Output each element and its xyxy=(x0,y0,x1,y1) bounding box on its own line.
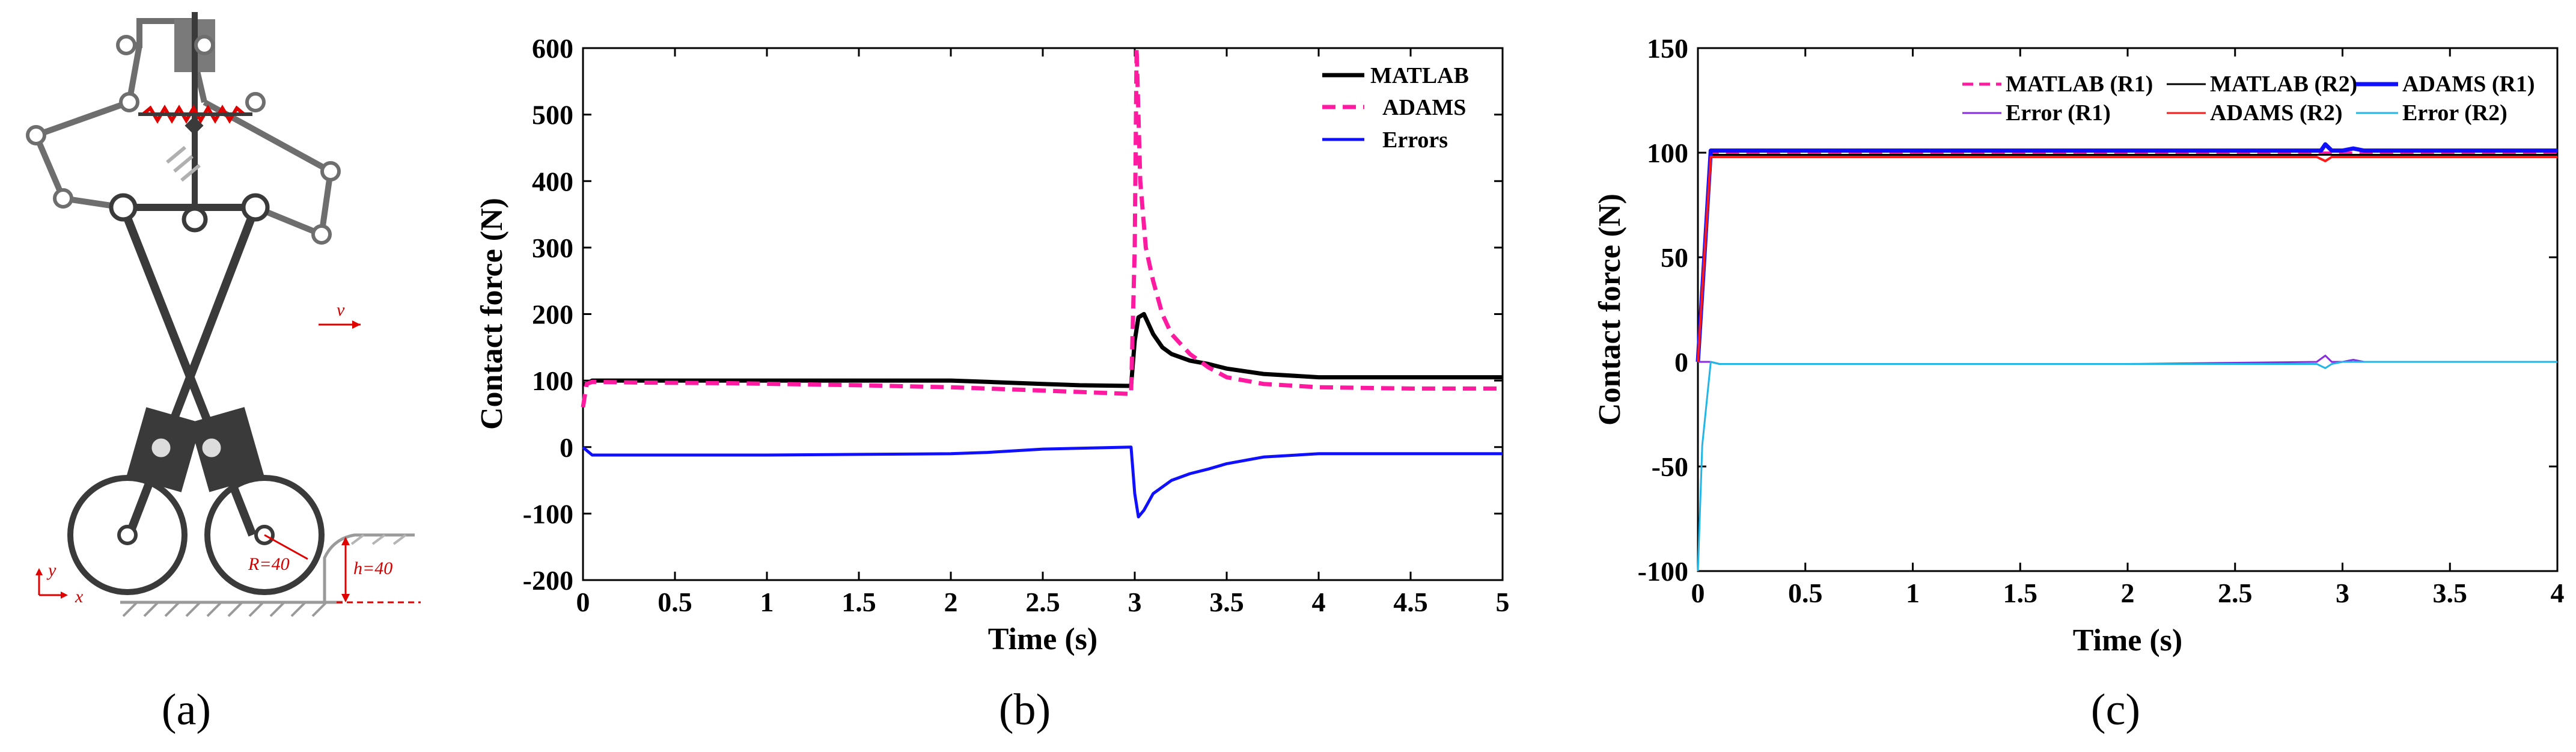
wheel-left-hub xyxy=(117,525,138,545)
panel-label-a: (a) xyxy=(162,685,211,735)
x-axis-title-c: Time (s) xyxy=(2073,623,2182,658)
x-tick-label: 1 xyxy=(1906,578,1920,608)
x-tick-label: 2.5 xyxy=(1025,587,1060,617)
x-tick-label: 3.5 xyxy=(1209,587,1244,617)
series-line-matlab-r1 xyxy=(1697,151,2557,362)
x-tick-label: 1 xyxy=(760,587,774,617)
series-line-adams-r1 xyxy=(1695,142,2557,362)
y-tick-label: 400 xyxy=(532,166,573,197)
x-tick-label: 1.5 xyxy=(2003,578,2038,608)
x-tick-label: 3 xyxy=(1128,587,1142,617)
y-tick-label: 300 xyxy=(532,233,573,263)
mechanism-diagram: v R=40 h=40 y x (a) xyxy=(26,12,421,735)
guide-hatch xyxy=(166,145,201,182)
x-tick-label: 4 xyxy=(2551,578,2565,608)
height-label: h=40 xyxy=(353,558,392,578)
series-line-matlab-r2 xyxy=(1697,154,2557,362)
y-axis-title-b: Contact force (N) xyxy=(475,198,509,430)
y-tick-label: 50 xyxy=(1661,242,1688,273)
wheel-left xyxy=(67,475,188,595)
x-tick-label: 2 xyxy=(944,587,958,617)
x-tick-label: 4.5 xyxy=(1393,587,1428,617)
contact-force-chart-b: 0 0.5 1 1.5 2 2.5 3 3.5 4 4.5 5 -200 -100 0 100 200 300 4… xyxy=(475,33,1510,735)
x-tick-label: 0.5 xyxy=(1788,578,1823,608)
legend-label-error-r1: Error (R1) xyxy=(2006,100,2111,126)
panel-label-c: (c) xyxy=(2091,685,2140,735)
x-tick-label: 4 xyxy=(1312,587,1326,617)
x-tick-label: 5 xyxy=(1496,587,1510,617)
legend-label-errors: Errors xyxy=(1382,127,1448,153)
y-tick-label: 500 xyxy=(532,100,573,130)
series-lines-b xyxy=(581,46,1503,519)
x-tick-label: 3 xyxy=(2336,578,2349,608)
plot-frame-b xyxy=(582,47,1504,581)
legend-label-matlab: MATLAB xyxy=(1370,63,1469,88)
slider-right-pin xyxy=(199,435,224,460)
step-obstacle xyxy=(323,533,415,602)
series-line-adams xyxy=(581,46,1503,408)
hip-joints xyxy=(109,193,270,233)
axis-x-arrowhead xyxy=(61,592,68,599)
spring-icon xyxy=(142,105,245,124)
x-tick-label: 2.5 xyxy=(2218,578,2253,608)
x-tick-label: 2 xyxy=(2121,578,2135,608)
legend-label-adams-r2: ADAMS (R2) xyxy=(2210,100,2343,126)
y-tick-label: -200 xyxy=(523,565,573,596)
x-tick-label: 1.5 xyxy=(841,587,876,617)
legend-label-matlab-r2: MATLAB (R2) xyxy=(2210,72,2357,97)
legend-label-adams-r1: ADAMS (R1) xyxy=(2402,72,2535,97)
y-tick-label: -100 xyxy=(1638,556,1688,587)
y-tick-label: 100 xyxy=(532,365,573,396)
x-tick-label: 3.5 xyxy=(2433,578,2468,608)
y-tick-label: -100 xyxy=(523,498,573,529)
joints xyxy=(26,35,341,245)
velocity-label: v xyxy=(337,300,345,320)
y-tick-label: 600 xyxy=(532,33,573,64)
slider-left-pin xyxy=(148,435,174,460)
y-tick-label: 100 xyxy=(1647,138,1688,168)
center-joint xyxy=(185,116,204,135)
axis-x-label: x xyxy=(75,587,84,607)
plot-frame-c xyxy=(1697,47,2559,572)
velocity-arrowhead xyxy=(352,320,361,329)
legend-c: MATLAB (R1) MATLAB (R2) ADAMS (R1) Error… xyxy=(1962,72,2535,126)
legend-b: MATLAB ADAMS Errors xyxy=(1322,63,1469,153)
height-arrowhead-bottom xyxy=(341,594,350,602)
step-hatch xyxy=(350,534,407,545)
series-line-error-r2 xyxy=(1697,361,2557,572)
series-lines-c xyxy=(1695,142,2557,572)
axis-ticks-b: 0 0.5 1 1.5 2 2.5 3 3.5 4 4.5 5 -200 -100 0 100 200 300 4… xyxy=(523,33,1510,617)
radius-line xyxy=(264,534,308,560)
x-tick-label: 0.5 xyxy=(658,587,692,617)
slider-right xyxy=(189,407,264,492)
y-tick-label: 0 xyxy=(560,432,573,463)
series-line-adams-r2 xyxy=(1697,156,2557,362)
x-tick-label: 0 xyxy=(1691,578,1705,608)
ground-hatch xyxy=(122,601,328,617)
axis-y-label: y xyxy=(46,560,56,580)
legend-label-error-r2: Error (R2) xyxy=(2402,100,2507,126)
y-axis-title-c: Contact force (N) xyxy=(1593,194,1627,426)
legend-label-matlab-r1: MATLAB (R1) xyxy=(2006,72,2153,97)
y-tick-label: -50 xyxy=(1652,451,1688,482)
x-axis-title-b: Time (s) xyxy=(988,622,1097,656)
radius-label: R=40 xyxy=(248,554,290,574)
legend-label-adams: ADAMS xyxy=(1382,95,1466,120)
series-line-errors xyxy=(582,445,1503,519)
contact-force-chart-c: 0 0.5 1 1.5 2 2.5 3 3.5 4 -100 -50 0 50 100 150 Time (… xyxy=(1593,33,2565,735)
y-tick-label: 200 xyxy=(532,299,573,330)
height-arrowhead-top xyxy=(341,537,350,545)
x-tick-label: 0 xyxy=(576,587,590,617)
axis-y-arrowhead xyxy=(35,568,43,575)
wheel-right xyxy=(204,475,325,595)
y-tick-label: 150 xyxy=(1647,33,1688,64)
panel-label-b: (b) xyxy=(999,685,1051,735)
series-line-matlab xyxy=(583,312,1503,388)
y-tick-label: 0 xyxy=(1674,347,1688,378)
